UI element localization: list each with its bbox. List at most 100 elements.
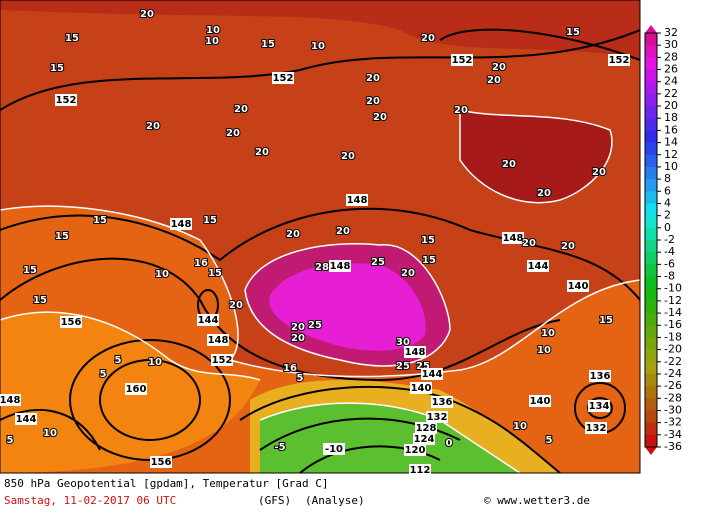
geopotential-label: 140 — [568, 281, 589, 292]
colorbar-label: 30 — [664, 38, 678, 51]
temperature-label: 20 — [255, 147, 269, 158]
geopotential-label: 132 — [586, 423, 607, 434]
colorbar-label: 32 — [664, 26, 678, 39]
colorbar-segment — [645, 215, 657, 229]
temperature-label: 20 — [487, 75, 501, 86]
label-box — [404, 444, 426, 456]
label-box — [323, 443, 345, 455]
warm-area — [460, 110, 612, 203]
colorbar-segment — [645, 337, 657, 351]
temperature-label: 15 — [65, 33, 79, 44]
geopotential-label: -10 — [325, 444, 343, 455]
colorbar-label: 16 — [664, 123, 678, 136]
temperature-label: 15 — [421, 235, 435, 246]
geopotential-label: 144 — [422, 369, 443, 380]
colorbar-segment — [645, 300, 657, 314]
temperature-label: 10 — [148, 357, 162, 368]
colorbar-segment — [645, 373, 657, 387]
colorbar-segment — [645, 203, 657, 217]
colorbar-segment — [645, 349, 657, 363]
colorbar-segment — [645, 434, 657, 448]
temperature-label: 10 — [43, 428, 57, 439]
temperature-label: 20 — [341, 151, 355, 162]
colorbar-segment — [645, 191, 657, 204]
geopotential-label: 144 — [198, 315, 219, 326]
temperature-label: 20 — [522, 238, 536, 249]
geopotential-label: 140 — [411, 383, 432, 394]
colorbar-segment — [645, 264, 657, 278]
temperature-label: 0 — [446, 438, 453, 449]
colorbar-segment — [645, 325, 657, 338]
label-box — [0, 394, 21, 406]
colorbar-segment — [645, 410, 657, 424]
hot-area — [269, 263, 426, 351]
temperature-contours — [0, 109, 640, 473]
temperature-label: 15 — [599, 315, 613, 326]
geopotential-label: 112 — [410, 465, 431, 476]
colorbar-label: -2 — [664, 233, 675, 246]
label-box — [415, 422, 437, 434]
label-box — [170, 218, 192, 230]
temperature-label: 15 — [50, 63, 64, 74]
colorbar-segment — [645, 130, 657, 144]
colorbar-label: 10 — [664, 160, 678, 173]
colorbar-label: -36 — [664, 440, 682, 453]
geopotential-label: 148 — [171, 219, 192, 230]
cold-area — [260, 403, 520, 473]
colorbar-label: 26 — [664, 63, 678, 76]
colorbar-segment — [645, 227, 657, 241]
temperature-label: 15 — [422, 255, 436, 266]
temperature-label: 10 — [537, 345, 551, 356]
colorbar-segment — [645, 252, 657, 265]
warm-area — [0, 0, 640, 60]
colorbar-label: -26 — [664, 379, 682, 392]
label-box — [567, 280, 589, 292]
temperature-label: 15 — [208, 268, 222, 279]
temperature-label: 10 — [513, 421, 527, 432]
colorbar-segment — [645, 142, 657, 156]
temperature-label: 16 — [283, 363, 297, 374]
colorbar-segment — [645, 179, 657, 192]
label-box — [272, 72, 294, 84]
colorbar-tip — [645, 447, 657, 455]
temperature-label: 10 — [205, 36, 219, 47]
label-box — [529, 395, 551, 407]
colorbar-segment — [645, 154, 657, 168]
temperature-label: 15 — [55, 231, 69, 242]
temperature-label: 15 — [261, 39, 275, 50]
label-box — [150, 456, 172, 468]
colorbar-label: 20 — [664, 99, 678, 112]
colorbar-label: 4 — [664, 196, 671, 209]
colorbar-segment — [645, 106, 657, 119]
label-box — [404, 346, 426, 358]
geopotential-label: 152 — [609, 55, 630, 66]
colorbar-segment — [645, 33, 657, 46]
temperature-label: 10 — [541, 328, 555, 339]
colorbar-segment — [645, 93, 657, 107]
colorbar-label: -34 — [664, 428, 682, 441]
colorbar-segment — [645, 118, 657, 131]
colorbar-segment — [645, 276, 657, 290]
label-box — [585, 422, 607, 434]
temperature-label: 20 — [561, 241, 575, 252]
temperature-label: 20 — [502, 159, 516, 170]
footer-credit: © www.wetter3.de — [484, 494, 590, 507]
colorbar-label: 8 — [664, 172, 671, 185]
temperature-label: 5 — [7, 435, 14, 446]
colorbar-label: -10 — [664, 282, 682, 295]
geopotential-label: 152 — [452, 55, 473, 66]
temperature-label: 20 — [140, 9, 154, 20]
temperature-label: 20 — [336, 226, 350, 237]
label-box — [409, 464, 431, 476]
temperature-label: 20 — [226, 128, 240, 139]
label-box — [421, 368, 443, 380]
geopotential-label: 132 — [427, 412, 448, 423]
label-box — [125, 383, 147, 395]
temperature-label: 15 — [23, 265, 37, 276]
temperature-label: 30 — [396, 337, 410, 348]
colorbar-label: -30 — [664, 403, 682, 416]
geopotential-label: 148 — [503, 233, 524, 244]
colorbar-label: -20 — [664, 343, 682, 356]
colorbar-label: -6 — [664, 257, 675, 270]
temperature-label: 20 — [492, 62, 506, 73]
